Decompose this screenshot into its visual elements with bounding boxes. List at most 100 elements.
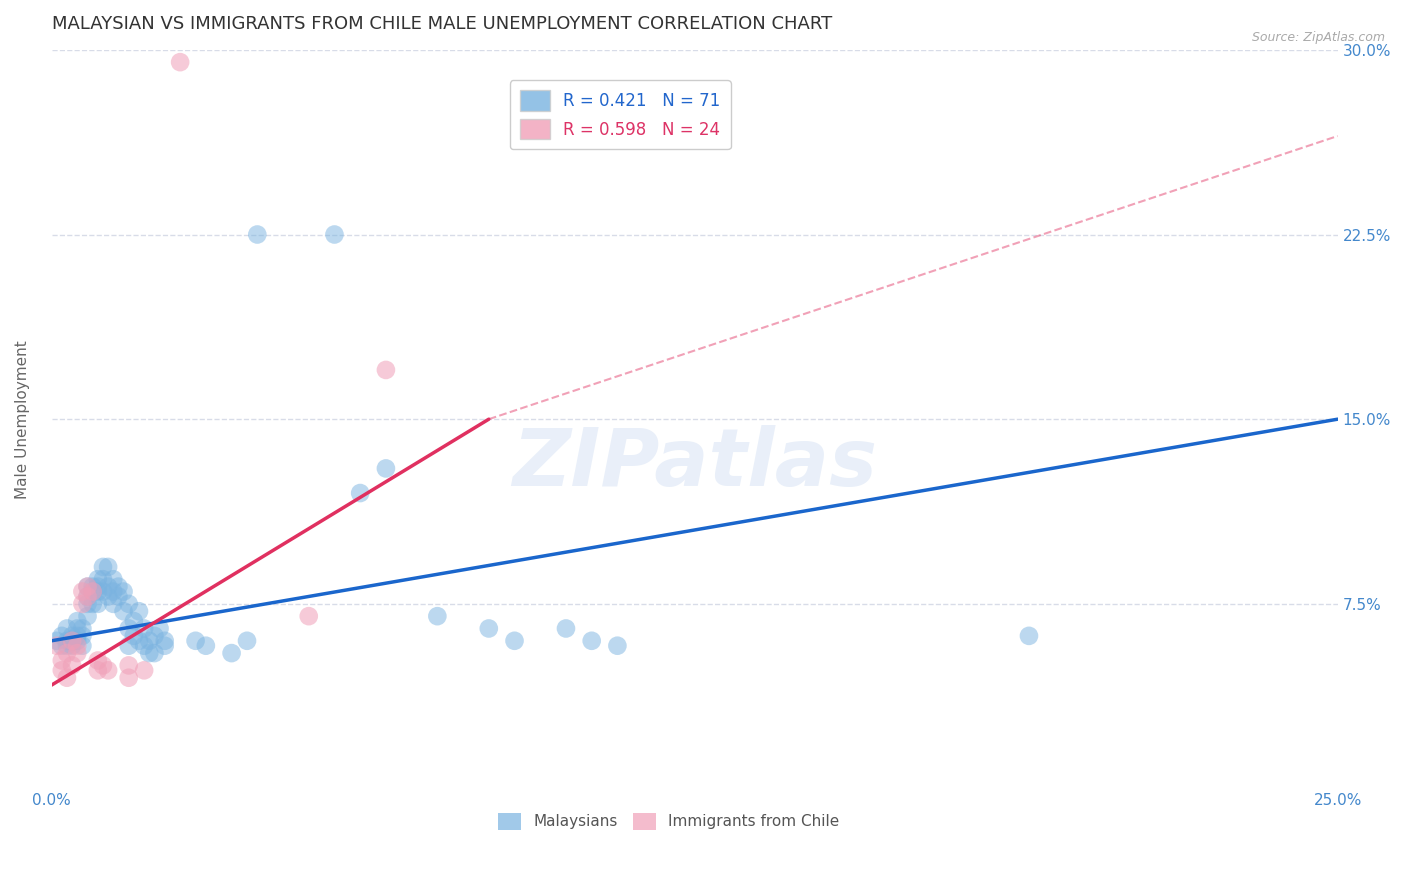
Point	[66, 622, 89, 636]
Point	[76, 609, 98, 624]
Point	[107, 590, 129, 604]
Point	[56, 671, 79, 685]
Point	[51, 639, 73, 653]
Point	[581, 633, 603, 648]
Point	[56, 646, 79, 660]
Point	[87, 597, 110, 611]
Point	[122, 614, 145, 628]
Point	[503, 633, 526, 648]
Point	[128, 604, 150, 618]
Point	[134, 639, 156, 653]
Point	[87, 572, 110, 586]
Point	[153, 639, 176, 653]
Point	[246, 227, 269, 242]
Point	[60, 633, 83, 648]
Point	[103, 572, 125, 586]
Point	[91, 560, 114, 574]
Point	[374, 461, 396, 475]
Point	[60, 639, 83, 653]
Point	[82, 584, 104, 599]
Point	[45, 633, 67, 648]
Point	[66, 639, 89, 653]
Point	[51, 629, 73, 643]
Point	[107, 580, 129, 594]
Point	[118, 658, 141, 673]
Point	[60, 633, 83, 648]
Point	[374, 363, 396, 377]
Point	[118, 597, 141, 611]
Point	[426, 609, 449, 624]
Point	[91, 572, 114, 586]
Point	[323, 227, 346, 242]
Point	[143, 646, 166, 660]
Point	[76, 590, 98, 604]
Point	[66, 614, 89, 628]
Point	[97, 560, 120, 574]
Point	[87, 663, 110, 677]
Point	[298, 609, 321, 624]
Point	[82, 597, 104, 611]
Point	[97, 580, 120, 594]
Point	[91, 584, 114, 599]
Point	[76, 580, 98, 594]
Point	[97, 590, 120, 604]
Point	[138, 646, 160, 660]
Y-axis label: Male Unemployment: Male Unemployment	[15, 340, 30, 499]
Point	[72, 639, 94, 653]
Point	[66, 629, 89, 643]
Point	[76, 590, 98, 604]
Point	[97, 663, 120, 677]
Point	[153, 633, 176, 648]
Point	[143, 629, 166, 643]
Point	[122, 629, 145, 643]
Point	[112, 584, 135, 599]
Point	[60, 658, 83, 673]
Point	[56, 639, 79, 653]
Point	[82, 584, 104, 599]
Point	[112, 604, 135, 618]
Point	[606, 639, 628, 653]
Point	[169, 55, 191, 70]
Point	[56, 633, 79, 648]
Point	[91, 658, 114, 673]
Point	[118, 671, 141, 685]
Point	[128, 633, 150, 648]
Legend: Malaysians, Immigrants from Chile: Malaysians, Immigrants from Chile	[492, 806, 845, 837]
Point	[134, 622, 156, 636]
Point	[555, 622, 578, 636]
Point	[51, 653, 73, 667]
Point	[349, 486, 371, 500]
Point	[72, 622, 94, 636]
Point	[184, 633, 207, 648]
Point	[148, 622, 170, 636]
Point	[194, 639, 217, 653]
Point	[82, 580, 104, 594]
Text: Source: ZipAtlas.com: Source: ZipAtlas.com	[1251, 31, 1385, 45]
Point	[118, 639, 141, 653]
Point	[72, 629, 94, 643]
Point	[45, 639, 67, 653]
Point	[51, 663, 73, 677]
Point	[1018, 629, 1040, 643]
Point	[478, 622, 501, 636]
Text: ZIPatlas: ZIPatlas	[512, 425, 877, 502]
Point	[72, 584, 94, 599]
Point	[103, 597, 125, 611]
Point	[66, 646, 89, 660]
Point	[56, 622, 79, 636]
Point	[103, 584, 125, 599]
Point	[138, 633, 160, 648]
Point	[221, 646, 243, 660]
Point	[66, 633, 89, 648]
Point	[60, 629, 83, 643]
Point	[87, 580, 110, 594]
Point	[72, 597, 94, 611]
Point	[87, 653, 110, 667]
Point	[236, 633, 259, 648]
Point	[118, 622, 141, 636]
Point	[76, 597, 98, 611]
Point	[134, 663, 156, 677]
Point	[76, 580, 98, 594]
Point	[87, 584, 110, 599]
Text: MALAYSIAN VS IMMIGRANTS FROM CHILE MALE UNEMPLOYMENT CORRELATION CHART: MALAYSIAN VS IMMIGRANTS FROM CHILE MALE …	[52, 15, 832, 33]
